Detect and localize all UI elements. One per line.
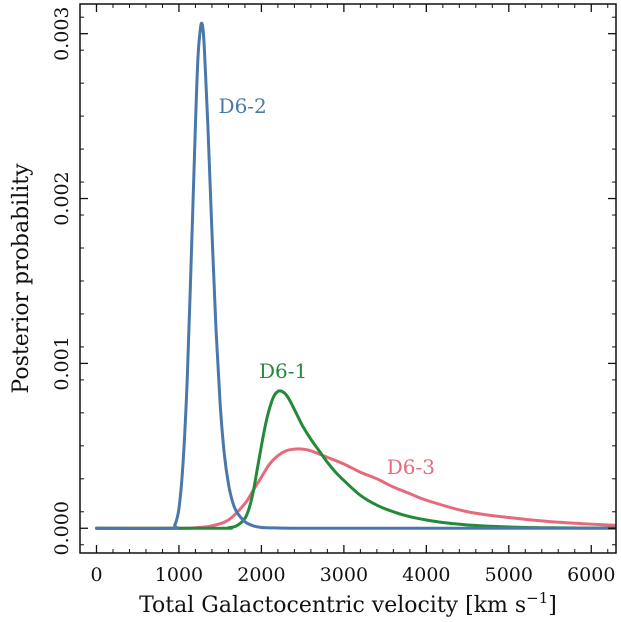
x-tick-label: 4000 [402,564,450,586]
series-line-d6-3 [94,447,616,530]
series-label-d6-1: D6-1 [259,359,307,383]
x-tick-label: 1000 [155,564,203,586]
y-axis-label: Posterior probability [9,163,34,394]
y-tick-label: 0.002 [51,171,73,225]
series-line-d6-1 [94,389,616,530]
x-tick-label: 3000 [320,564,368,586]
series-label-d6-2: D6-2 [219,94,267,118]
series-line-d6-2 [94,21,616,531]
series-label-d6-3: D6-3 [387,455,435,479]
x-axis-label-close: ] [548,593,557,618]
plot-frame [79,3,617,554]
y-tick-label: 0.003 [51,6,73,60]
x-axis-label-text: Total Galactocentric velocity [km s [139,593,526,618]
labels-layer: D6-2 D6-1 D6-3 [219,94,435,479]
y-tick-label: 0.000 [51,501,73,555]
x-tick-label: 2000 [237,564,285,586]
x-tick-label: 0 [90,564,102,586]
series-layer [94,21,616,531]
x-tick-label: 6000 [567,564,615,586]
x-axis-label: Total Galactocentric velocity [km s−1] [139,589,557,618]
ticks-layer: 0 1000 2000 3000 4000 5000 6000 0.000 0.001 0.002… [51,4,616,586]
x-tick-label: 5000 [485,564,533,586]
x-axis-label-unit-exponent: −1 [526,589,548,607]
y-tick-label: 0.001 [51,336,73,390]
